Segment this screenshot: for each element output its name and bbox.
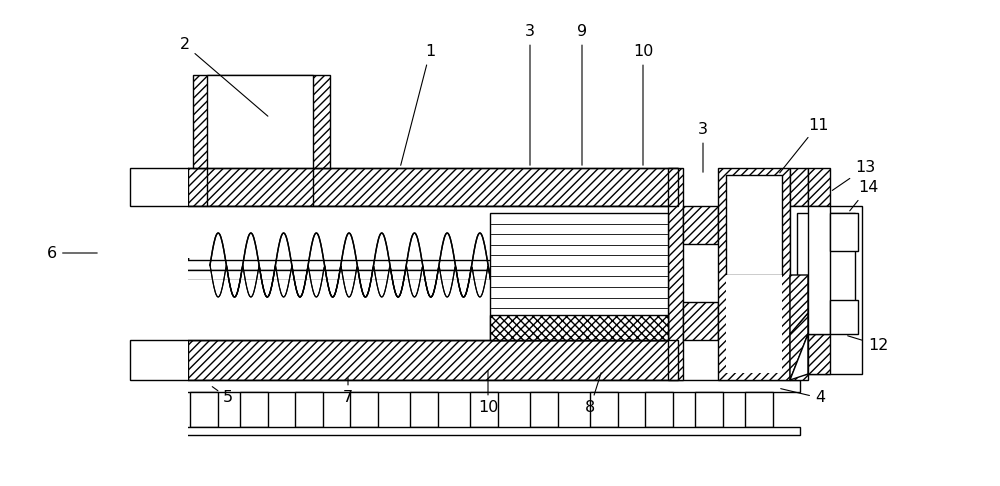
Text: 6: 6 (47, 245, 97, 260)
Polygon shape (207, 75, 313, 168)
Text: 9: 9 (577, 24, 587, 165)
Bar (695, 392, 723, 427)
Text: 11: 11 (780, 118, 828, 173)
Text: 8: 8 (585, 373, 601, 416)
Bar (726, 175, 782, 275)
Text: 3: 3 (698, 122, 708, 172)
Bar (683, 206, 718, 244)
Bar (410, 392, 438, 427)
Bar (808, 168, 830, 206)
Bar (668, 205, 1000, 345)
Polygon shape (790, 334, 808, 380)
Text: 4: 4 (781, 389, 825, 405)
Bar (808, 206, 830, 334)
Bar (50, 270, 680, 280)
Bar (490, 213, 668, 340)
Bar (130, 340, 678, 380)
Bar (790, 206, 862, 374)
Bar (683, 302, 718, 340)
Bar (830, 213, 858, 251)
Text: 1: 1 (401, 45, 435, 165)
Polygon shape (790, 313, 808, 380)
Bar (130, 380, 800, 392)
Bar (718, 168, 790, 380)
Bar (130, 206, 188, 340)
Bar (130, 340, 678, 380)
Bar (295, 392, 323, 427)
Bar (726, 275, 782, 373)
Bar (188, 206, 678, 340)
Bar (350, 392, 378, 427)
Bar (490, 315, 668, 340)
Bar (188, 206, 678, 258)
Bar (50, 260, 680, 270)
Text: 10: 10 (478, 371, 498, 416)
Bar (790, 168, 808, 206)
Text: 2: 2 (180, 37, 268, 116)
Bar (645, 392, 673, 427)
Bar (470, 392, 498, 427)
Bar (745, 392, 773, 427)
Bar (130, 168, 678, 206)
Bar (190, 392, 218, 427)
Text: 3: 3 (525, 24, 535, 165)
Text: 13: 13 (832, 160, 875, 191)
Bar (590, 392, 618, 427)
Bar (50, 185, 132, 400)
Polygon shape (790, 275, 808, 334)
Text: 5: 5 (212, 387, 233, 405)
Bar (0, 0, 188, 486)
Text: 14: 14 (850, 180, 878, 211)
Bar (830, 300, 858, 334)
Bar (148, 392, 176, 427)
Bar (797, 213, 855, 313)
Bar (790, 334, 808, 380)
Bar (808, 334, 830, 374)
Bar (188, 280, 678, 340)
Polygon shape (193, 75, 330, 206)
Bar (130, 168, 188, 380)
Bar (240, 392, 268, 427)
Bar (130, 427, 800, 435)
Text: 10: 10 (633, 45, 653, 165)
Bar (130, 206, 188, 340)
Text: 12: 12 (848, 336, 888, 352)
Bar (130, 168, 678, 206)
Bar (668, 168, 683, 380)
Text: 7: 7 (343, 378, 353, 405)
Bar (530, 392, 558, 427)
